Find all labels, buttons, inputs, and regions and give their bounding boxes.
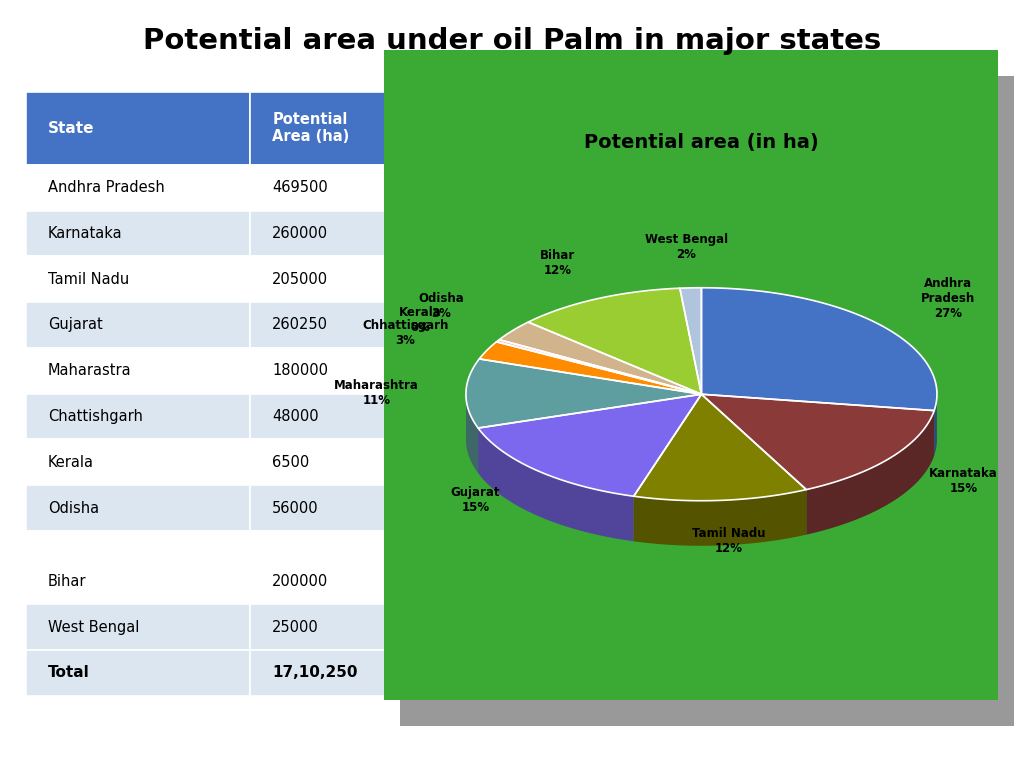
Bar (250, 302, 399, 348)
Text: 25000: 25000 (272, 620, 319, 634)
Bar (26, 302, 250, 348)
Text: Bihar: Bihar (48, 574, 86, 589)
Bar (250, 531, 399, 558)
Text: Andhra
Pradesh
27%: Andhra Pradesh 27% (922, 277, 976, 320)
Text: 200000: 200000 (272, 574, 329, 589)
Polygon shape (500, 322, 701, 394)
Text: Potential
Area (ha): Potential Area (ha) (272, 112, 349, 144)
Bar (26, 485, 250, 531)
Polygon shape (634, 394, 806, 501)
Bar (26, 257, 250, 302)
Polygon shape (701, 394, 934, 489)
Text: Tamil Nadu: Tamil Nadu (48, 272, 129, 286)
Bar (26, 439, 250, 485)
Text: West Bengal: West Bengal (48, 620, 139, 634)
Bar (26, 165, 250, 210)
Text: Gujarat
15%: Gujarat 15% (451, 486, 500, 514)
Bar (250, 257, 399, 302)
Bar (26, 650, 250, 696)
Polygon shape (680, 288, 701, 394)
Bar (250, 604, 399, 650)
Text: State: State (48, 121, 94, 136)
Bar (250, 91, 399, 165)
Bar (250, 650, 399, 696)
Bar (250, 165, 399, 210)
Polygon shape (479, 342, 701, 394)
Text: Potential area (in ha): Potential area (in ha) (584, 133, 819, 152)
Bar (250, 558, 399, 604)
Bar (250, 439, 399, 485)
Text: Karnataka: Karnataka (48, 226, 123, 241)
Text: 56000: 56000 (272, 501, 318, 515)
Text: Bihar
12%: Bihar 12% (540, 249, 575, 276)
Polygon shape (478, 394, 701, 496)
Polygon shape (634, 489, 806, 546)
Text: Odisha
3%: Odisha 3% (418, 293, 464, 320)
Bar (26, 558, 250, 604)
Text: 180000: 180000 (272, 363, 329, 378)
Bar (250, 210, 399, 257)
Text: Maharashtra
11%: Maharashtra 11% (334, 379, 419, 407)
Bar (250, 485, 399, 531)
Text: Tamil Nadu
12%: Tamil Nadu 12% (692, 527, 766, 554)
Polygon shape (497, 339, 701, 394)
Polygon shape (806, 411, 934, 535)
Bar (26, 348, 250, 394)
Bar (250, 348, 399, 394)
Text: Chhattisgarh
3%: Chhattisgarh 3% (362, 319, 449, 347)
Text: Potential area under oil Palm in major states: Potential area under oil Palm in major s… (143, 27, 881, 55)
Bar (26, 394, 250, 439)
Polygon shape (466, 359, 701, 428)
Bar (26, 91, 250, 165)
Text: 260250: 260250 (272, 317, 329, 333)
Bar (26, 604, 250, 650)
Text: Andhra Pradesh: Andhra Pradesh (48, 180, 165, 195)
Text: 205000: 205000 (272, 272, 329, 286)
Polygon shape (934, 392, 937, 455)
Text: 17,10,250: 17,10,250 (272, 665, 357, 680)
Text: 260000: 260000 (272, 226, 329, 241)
Text: Odisha: Odisha (48, 501, 99, 515)
Polygon shape (528, 288, 701, 394)
Text: 6500: 6500 (272, 455, 309, 470)
Text: Gujarat: Gujarat (48, 317, 102, 333)
Polygon shape (466, 390, 478, 473)
Bar (250, 394, 399, 439)
Text: Chattishgarh: Chattishgarh (48, 409, 143, 424)
Polygon shape (701, 288, 937, 411)
Text: Kerala: Kerala (48, 455, 94, 470)
Text: Kerala
0%: Kerala 0% (399, 306, 441, 334)
Text: Total: Total (48, 665, 90, 680)
Polygon shape (478, 428, 634, 541)
Bar (26, 531, 250, 558)
Text: Maharastra: Maharastra (48, 363, 132, 378)
Text: 469500: 469500 (272, 180, 328, 195)
Text: West Bengal
2%: West Bengal 2% (645, 233, 728, 261)
Text: 48000: 48000 (272, 409, 318, 424)
Text: Karnataka
15%: Karnataka 15% (930, 467, 998, 495)
Bar (26, 210, 250, 257)
